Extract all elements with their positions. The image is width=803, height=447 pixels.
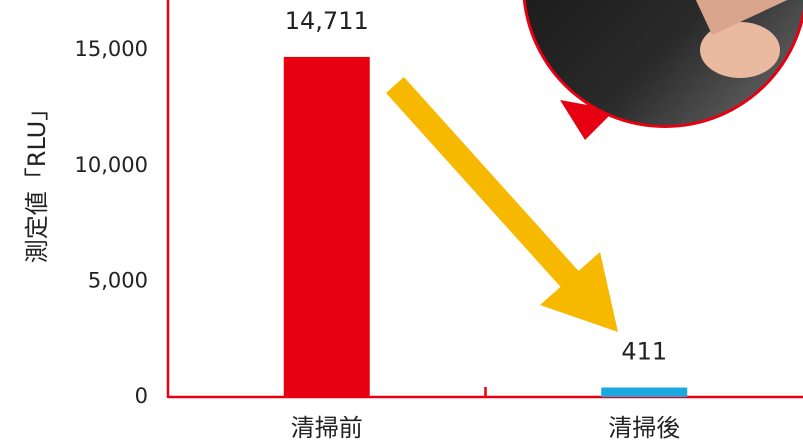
- bar: [284, 57, 370, 397]
- y-tick-label: 10,000: [75, 153, 148, 177]
- chart: 測定値「RLU」 0 5,000 10,000 15,000 清掃前 14,711 清掃後 4…: [0, 0, 803, 447]
- photo-bubble: [520, 0, 803, 140]
- y-tick-label: 0: [135, 384, 148, 408]
- x-tick-label: 清掃前: [291, 414, 363, 442]
- y-axis-label: 測定値「RLU」: [23, 97, 51, 263]
- y-tick-label: 15,000: [75, 37, 148, 61]
- value-label: 411: [621, 337, 667, 365]
- y-tick-label: 5,000: [88, 268, 148, 292]
- x-tick-label: 清掃後: [608, 414, 680, 442]
- value-label: 14,711: [285, 7, 369, 35]
- bar: [601, 387, 687, 397]
